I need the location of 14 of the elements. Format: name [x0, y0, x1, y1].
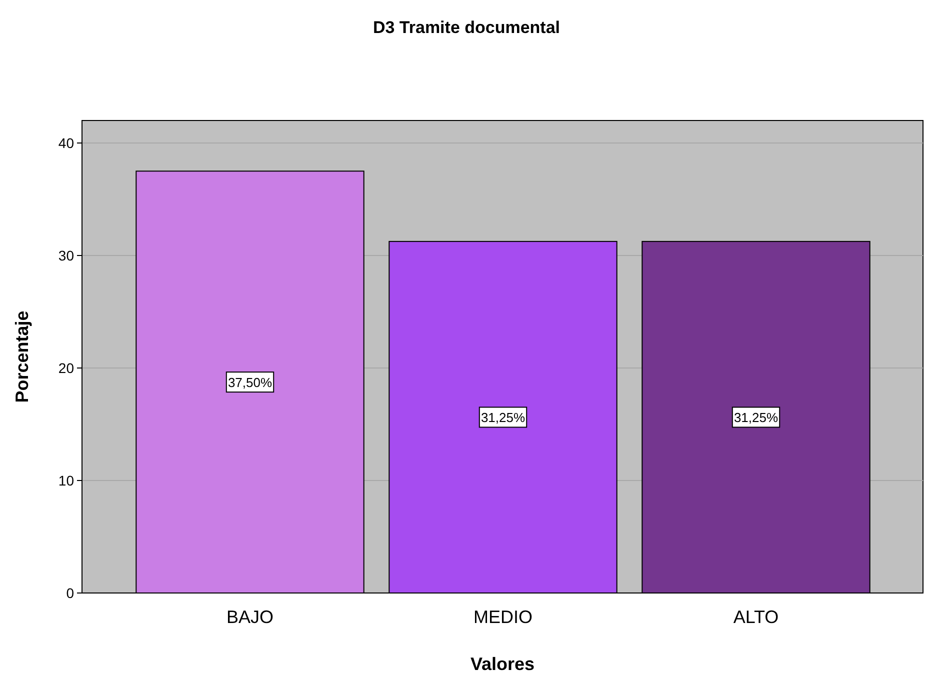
data-label: 37,50% — [228, 375, 272, 390]
x-tick-label: BAJO — [226, 607, 274, 627]
data-label: 31,25% — [480, 410, 526, 426]
y-tick-label: 40 — [58, 135, 74, 151]
y-tick-label: 30 — [58, 248, 74, 264]
y-tick-label: 20 — [58, 360, 74, 376]
x-tick-label: MEDIO — [473, 607, 533, 627]
chart-title: D3 Tramite documental — [372, 18, 560, 37]
data-label: 31,25% — [734, 410, 778, 426]
y-tick-label: 0 — [66, 585, 74, 601]
y-axis-title: Porcentaje — [12, 310, 32, 403]
x-axis-title: Valores — [470, 654, 535, 674]
y-tick-label: 10 — [58, 472, 74, 488]
x-tick-label: ALTO — [733, 607, 779, 627]
